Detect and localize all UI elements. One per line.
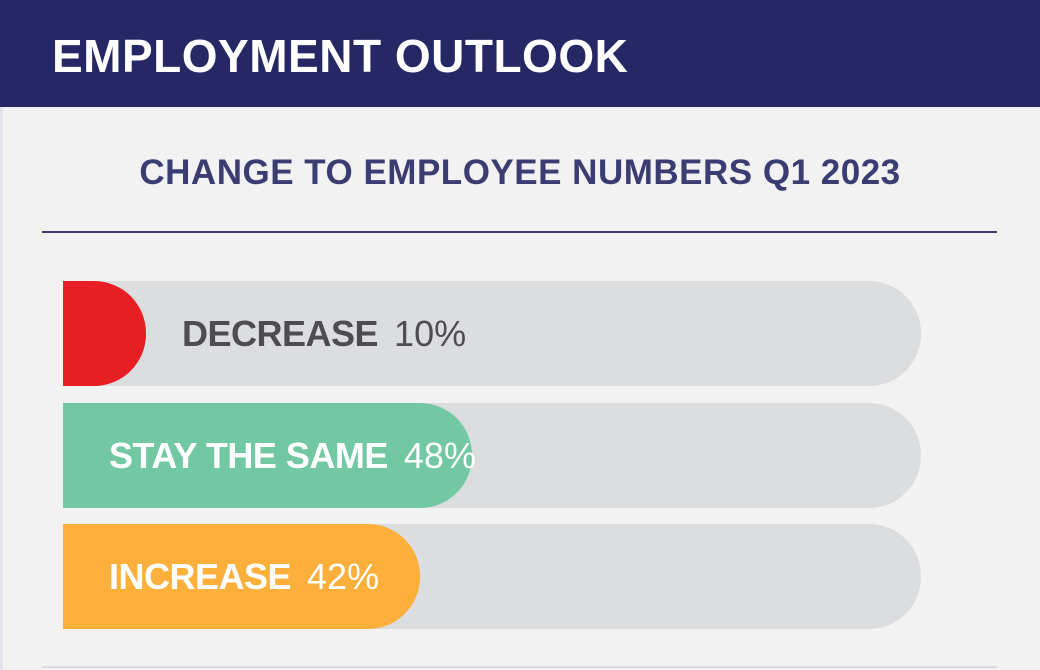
header-banner: EMPLOYMENT OUTLOOK [0,0,1040,107]
bar-fill-increase [63,524,420,629]
bar-track-increase: INCREASE 42% [63,524,921,629]
bottom-divider [42,666,997,668]
bar-value-increase: 42% [307,556,380,597]
bar-value-stay-the-same: 48% [403,435,476,476]
bar-label-decrease: DECREASE [182,313,379,354]
bar-value-decrease: 10% [394,313,467,354]
bar-text-increase: INCREASE 42% [109,524,379,629]
left-edge-line [0,107,3,670]
title-divider [42,231,997,233]
bar-fill-stay-the-same [63,403,472,508]
bar-text-decrease: DECREASE 10% [182,281,466,386]
bar-track-stay-the-same: STAY THE SAME 48% [63,403,921,508]
chart-title: CHANGE TO EMPLOYEE NUMBERS Q1 2023 [139,153,901,192]
page-title: EMPLOYMENT OUTLOOK [52,30,629,82]
bar-text-stay-the-same: STAY THE SAME 48% [109,403,476,508]
bar-label-increase: INCREASE [109,556,292,597]
bar-label-stay-the-same: STAY THE SAME [109,435,388,476]
bar-fill-decrease [63,281,146,386]
bar-track-decrease: DECREASE 10% [63,281,921,386]
